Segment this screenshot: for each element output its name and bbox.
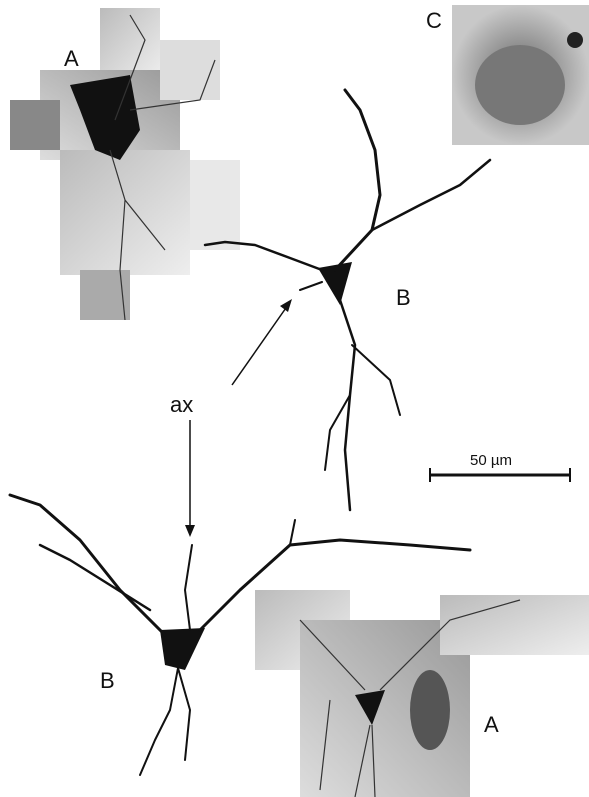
panel-label: B <box>100 668 115 693</box>
axon-label: ax <box>170 392 193 417</box>
panel-label: A <box>484 712 499 737</box>
photo-a-top <box>10 8 240 320</box>
panel-label: B <box>396 285 411 310</box>
figure: A C B B A ax 50 µm <box>0 0 589 797</box>
photo-a-bottom <box>255 590 589 797</box>
neuron-b-upper <box>205 90 490 510</box>
panel-label: A <box>64 46 79 71</box>
scale-label: 50 µm <box>470 452 512 469</box>
panel-label: C <box>426 8 442 33</box>
photo-c <box>452 5 589 145</box>
scale-bar <box>430 468 570 482</box>
axon-arrows <box>185 299 292 537</box>
